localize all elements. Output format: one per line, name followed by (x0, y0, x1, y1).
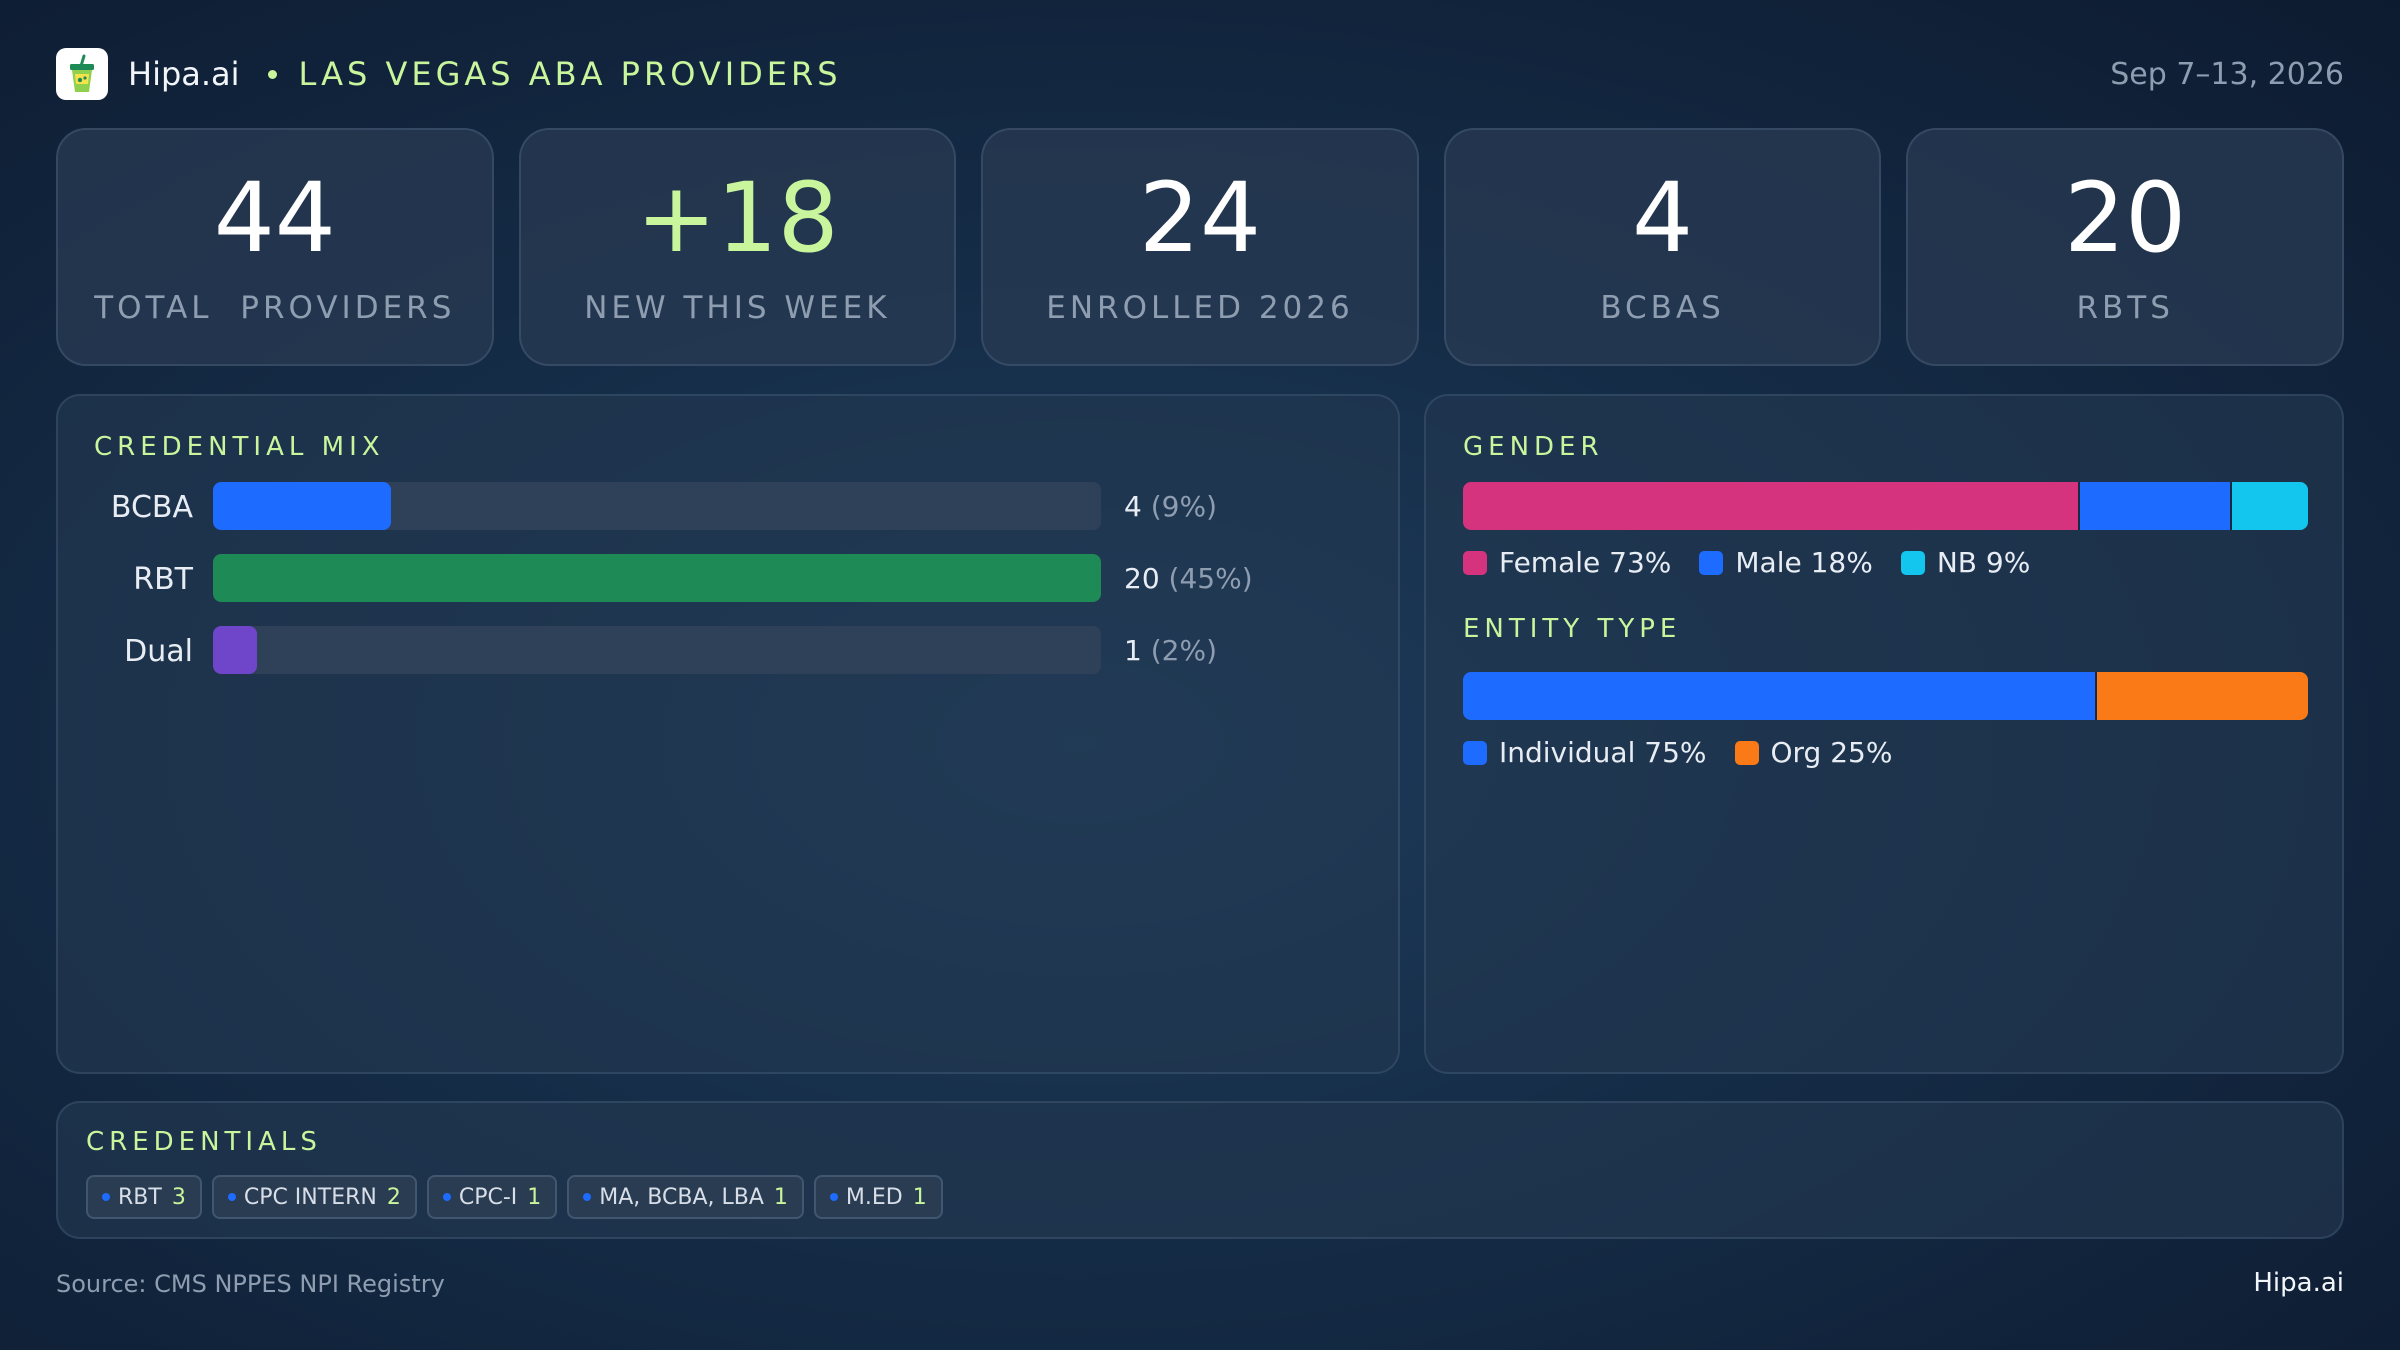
section-title-entity-type: ENTITY TYPE (1463, 614, 1682, 644)
chip-label: RBT (118, 1184, 162, 1210)
date-range: Sep 7–13, 2026 (2110, 56, 2344, 92)
credential-bar-track (213, 554, 1101, 602)
chip-dot (442, 1193, 451, 1201)
credential-percent: (2%) (1150, 634, 1218, 667)
credential-bar-fill (213, 554, 1101, 602)
credential-bar-fill (213, 482, 391, 530)
kpi-card-rbts: 20 RBTS (1906, 128, 2344, 366)
kpi-value: 4 (1632, 162, 1694, 274)
credential-percent: (45%) (1168, 562, 1253, 595)
gender-legend: Female 73% Male 18% NB 9% (1463, 546, 2058, 579)
chip-label: CPC INTERN (243, 1184, 377, 1210)
kpi-label: NEW THIS WEEK (584, 290, 891, 326)
app-logo[interactable] (56, 48, 108, 100)
legend-item-nb: NB 9% (1900, 546, 2031, 579)
legend-item-org: Org 25% (1734, 736, 1893, 769)
gender-stacked-bar (1463, 482, 2308, 530)
credential-row-dual: Dual 1 (2%) (58, 626, 1398, 676)
credential-chip[interactable]: RBT 3 (86, 1175, 202, 1219)
kpi-label: RBTS (2076, 290, 2174, 326)
credential-count: 4 (1124, 490, 1142, 523)
credential-chip[interactable]: MA, BCBA, LBA 1 (567, 1175, 804, 1219)
section-title: CREDENTIAL MIX (94, 432, 385, 462)
stacked-segment-0 (1463, 672, 2097, 720)
kpi-value: +18 (636, 162, 839, 274)
brand-name: Hipa.ai (128, 55, 240, 93)
legend-swatch (1900, 550, 1925, 575)
chip-count: 3 (171, 1184, 186, 1210)
credential-row-rbt: RBT 20 (45%) (58, 554, 1398, 604)
stacked-segment-0 (1463, 482, 2080, 530)
legend-label: Female 73% (1499, 546, 1672, 579)
kpi-card-enrolled-2026: 24 ENROLLED 2026 (981, 128, 1419, 366)
chip-dot (583, 1193, 592, 1201)
legend-item-individual: Individual 75% (1463, 736, 1707, 769)
kpi-value: 44 (213, 162, 336, 274)
credential-chip[interactable]: CPC INTERN 2 (211, 1175, 417, 1219)
credential-chips: RBT 3 CPC INTERN 2 CPC-I 1 MA, BCBA, LBA 1 M… (86, 1175, 943, 1219)
footer-brand: Hipa.ai (2253, 1268, 2344, 1298)
chip-count: 2 (386, 1184, 401, 1210)
kpi-value: 24 (1138, 162, 1262, 274)
legend-item-male: Male 18% (1699, 546, 1873, 579)
entity-stacked-bar (1463, 672, 2308, 720)
source-note: Source: CMS NPPES NPI Registry (56, 1270, 445, 1298)
kpi-label: TOTAL PROVIDERS (94, 290, 456, 326)
credential-row-label: RBT (133, 562, 193, 597)
kpi-card-new-this-week: +18 NEW THIS WEEK (518, 128, 957, 366)
credential-percent: (9%) (1150, 490, 1218, 523)
credential-row-value: 1 (2%) (1124, 634, 1217, 667)
credential-chip[interactable]: M.ED 1 (813, 1175, 943, 1219)
chip-dot (102, 1193, 110, 1201)
chip-label: CPC-I (458, 1184, 518, 1210)
chip-label: M.ED (845, 1184, 903, 1210)
chip-count: 1 (527, 1184, 542, 1210)
kpi-value: 20 (2064, 162, 2187, 274)
demographics-panel: GENDER Female 73% Male 18% NB 9% ENTITY … (1424, 394, 2344, 1074)
drink-cup-icon (70, 54, 94, 92)
kpi-card-total-providers: 44 TOTAL PROVIDERS (56, 128, 494, 366)
kpi-card-bcbas: 4 BCBAS (1443, 128, 1882, 366)
credential-bar-track (213, 626, 1101, 674)
section-title-gender: GENDER (1463, 432, 1604, 462)
stacked-segment-1 (2096, 672, 2308, 720)
entity-legend: Individual 75% Org 25% (1463, 736, 1920, 769)
page-title: LAS VEGAS ABA PROVIDERS (298, 55, 842, 93)
stacked-segment-2 (2231, 482, 2308, 530)
kpi-label: ENROLLED 2026 (1046, 290, 1354, 326)
section-title: CREDENTIALS (86, 1127, 322, 1157)
credential-row-bcba: BCBA 4 (9%) (58, 482, 1398, 532)
credential-row-value: 20 (45%) (1124, 562, 1253, 595)
header: Hipa.ai LAS VEGAS ABA PROVIDERS Sep 7–13… (56, 46, 2344, 102)
credential-mix-panel: CREDENTIAL MIX BCBA 4 (9%) RBT 20 (45%) … (56, 394, 1400, 1074)
stacked-segment-1 (2079, 482, 2232, 530)
credential-count: 1 (1124, 634, 1142, 667)
credential-bar-fill (213, 626, 258, 674)
legend-label: Org 25% (1770, 736, 1893, 769)
credential-row-label: BCBA (110, 490, 193, 525)
chip-count: 1 (912, 1184, 927, 1210)
legend-swatch (1734, 740, 1759, 765)
title-separator-dot (267, 69, 277, 79)
legend-label: Male 18% (1735, 546, 1873, 579)
credentials-panel: CREDENTIALS RBT 3 CPC INTERN 2 CPC-I 1 MA, … (56, 1101, 2344, 1239)
chip-dot (829, 1193, 838, 1201)
legend-label: NB 9% (1936, 546, 2031, 579)
chip-dot (227, 1193, 236, 1201)
kpi-label: BCBAS (1600, 290, 1725, 326)
chip-label: MA, BCBA, LBA (599, 1184, 764, 1210)
legend-item-female: Female 73% (1463, 546, 1671, 579)
credential-count: 20 (1124, 562, 1160, 595)
legend-swatch (1699, 550, 1724, 575)
chip-count: 1 (773, 1184, 788, 1210)
legend-swatch (1463, 550, 1487, 575)
credential-bar-track (213, 482, 1101, 530)
credential-chip[interactable]: CPC-I 1 (426, 1175, 558, 1219)
kpi-row: 44 TOTAL PROVIDERS +18 NEW THIS WEEK 24 … (56, 128, 2344, 366)
legend-label: Individual 75% (1499, 736, 1707, 769)
credential-row-value: 4 (9%) (1124, 490, 1217, 523)
legend-swatch (1463, 740, 1487, 765)
credential-row-label: Dual (124, 634, 193, 669)
